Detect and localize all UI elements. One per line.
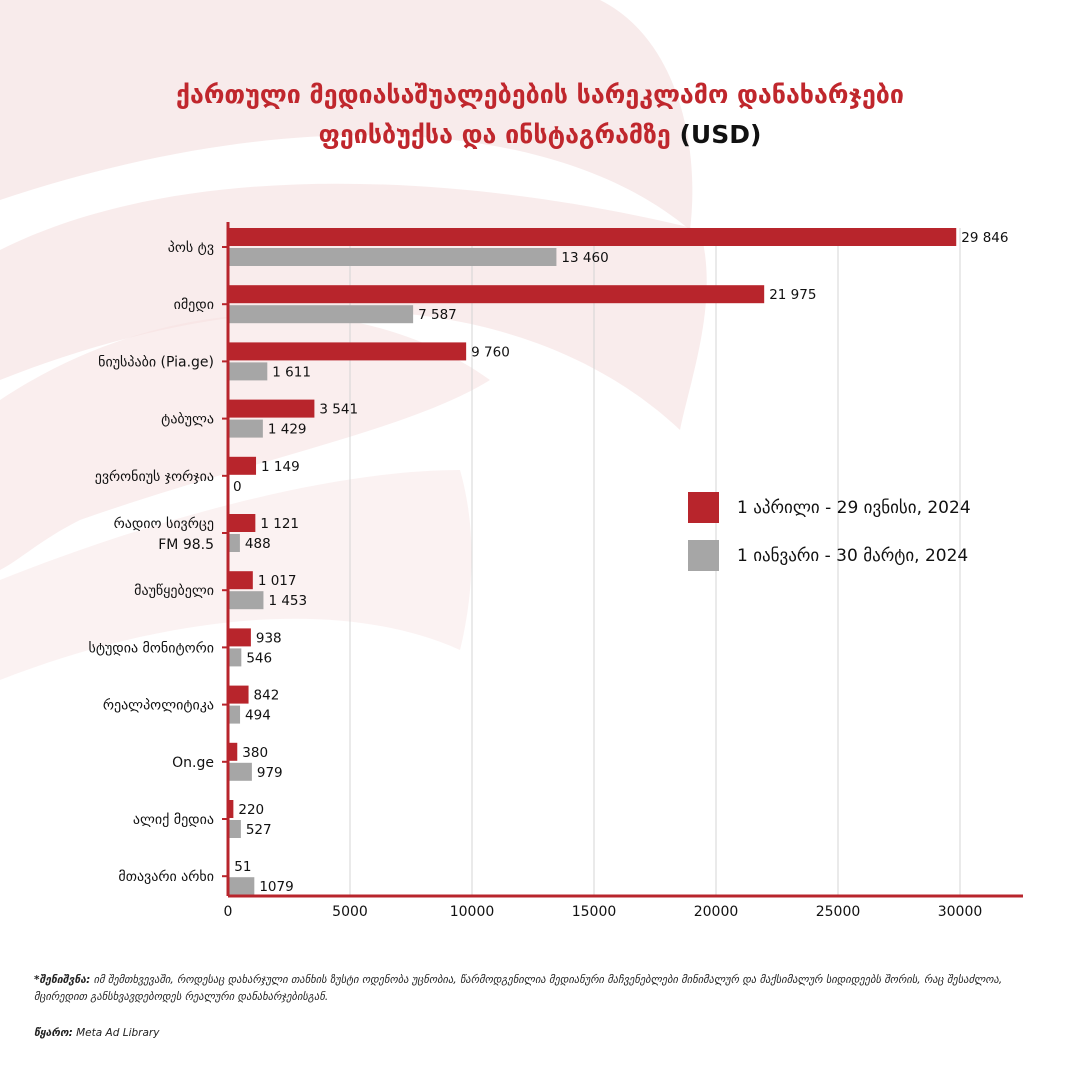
bar-series1: [228, 228, 957, 246]
bar-series1: [228, 571, 253, 590]
x-tick-label: 10000: [450, 904, 495, 920]
data-label: 494: [245, 708, 271, 724]
data-label: 29 846: [961, 230, 1008, 246]
bar-series1: [228, 285, 765, 304]
x-tick-label: 30000: [938, 904, 983, 920]
data-label: 842: [254, 688, 280, 704]
data-label: 1 611: [272, 364, 311, 380]
category-label: მაუწყებელი: [134, 583, 214, 599]
chart-title-line1: ქართული მედიასაშუალებების სარეკლამო დანა…: [176, 80, 904, 109]
x-tick-label: 25000: [816, 904, 861, 920]
bar-series1: [228, 456, 257, 475]
bar-series2: [228, 591, 264, 610]
bar-series2: [228, 419, 263, 438]
category-label: ევრონიუს ჯორჯია: [95, 468, 214, 485]
bar-series2: [228, 820, 241, 838]
data-label: 979: [257, 765, 283, 781]
legend-label-series2: 1 იანვარი - 30 მარტი, 2024: [737, 545, 969, 566]
x-tick-label: 20000: [694, 904, 739, 920]
footnote-label: *შენიშვნა:: [34, 974, 91, 986]
source-note: წყარო: Meta Ad Library: [34, 1025, 1049, 1042]
x-tick-label: 5000: [332, 904, 368, 920]
category-label: სტუდია მონიტორი: [89, 639, 214, 656]
legend-item-series2: 1 იანვარი - 30 მარტი, 2024: [688, 540, 968, 571]
category-label: ნიუსპაბი (Pia.ge): [98, 354, 214, 370]
data-label: 938: [256, 630, 282, 646]
data-label: 220: [238, 802, 264, 818]
bar-series1: [228, 399, 315, 418]
data-label: 9 760: [471, 344, 510, 360]
bar-series2: [228, 248, 557, 266]
legend-label-series1: 1 აპრილი - 29 ივნისი, 2024: [737, 497, 971, 518]
bar-series2: [228, 705, 241, 724]
source-text: Meta Ad Library: [76, 1027, 160, 1039]
data-label: 0: [233, 479, 242, 495]
legend-swatch-series2: [688, 540, 719, 571]
chart-title-text: ფეისბუქსა და ინსტაგრამზე: [318, 120, 671, 149]
bar-series1: [228, 685, 249, 704]
bar-series1: [228, 628, 251, 647]
legend-swatch-series1: [688, 492, 719, 523]
category-label: რეალპოლიტიკა: [103, 697, 214, 714]
bar-series1: [228, 514, 256, 532]
category-label: ალიქ მედია: [133, 812, 214, 828]
category-label: პოს ტვ: [168, 240, 214, 256]
data-label: 1 429: [268, 422, 307, 438]
bar-series2: [228, 762, 252, 781]
data-label: 7 587: [418, 307, 457, 323]
x-tick-label: 15000: [572, 904, 617, 920]
x-tick-label: 0: [224, 904, 233, 920]
bar-series2: [228, 305, 414, 324]
data-label: 527: [246, 822, 272, 838]
category-label: მთავარი არხი: [118, 868, 214, 885]
bar-series2: [228, 534, 240, 552]
category-label: ტაბულა: [161, 412, 214, 428]
data-label: 1 017: [258, 573, 297, 589]
chart-title-unit: (USD): [679, 120, 762, 149]
data-label: 1079: [259, 879, 293, 895]
category-label: On.ge: [172, 755, 214, 771]
data-label: 51: [234, 859, 251, 875]
data-label: 21 975: [769, 287, 816, 303]
footnote-text: იმ შემთხვევაში, როდესაც დახარჯული თანხის…: [34, 974, 1003, 1003]
data-label: 1 149: [261, 459, 300, 475]
footnote: *შენიშვნა: იმ შემთხვევაში, როდესაც დახარ…: [34, 972, 1049, 1006]
chart-title-line2: ფეისბუქსა და ინსტაგრამზე (USD): [0, 120, 1080, 149]
source-label: წყარო:: [34, 1027, 73, 1039]
category-label: FM 98.5: [158, 537, 214, 553]
bar-series2: [228, 877, 255, 896]
bar-series1: [228, 800, 234, 818]
data-label: 1 453: [268, 593, 307, 609]
bar-series2: [228, 362, 268, 381]
data-label: 488: [245, 536, 271, 552]
data-label: 380: [242, 745, 268, 761]
data-label: 3 541: [319, 402, 358, 418]
category-label: იმედი: [174, 297, 214, 313]
bar-series1: [228, 742, 238, 761]
bar-series2: [228, 648, 242, 667]
category-label: რადიო სივრცე: [114, 515, 214, 532]
data-label: 13 460: [561, 250, 608, 266]
data-label: 1 121: [260, 516, 299, 532]
data-label: 546: [246, 650, 272, 666]
legend-item-series1: 1 აპრილი - 29 ივნისი, 2024: [688, 492, 971, 523]
bar-series1: [228, 342, 467, 361]
